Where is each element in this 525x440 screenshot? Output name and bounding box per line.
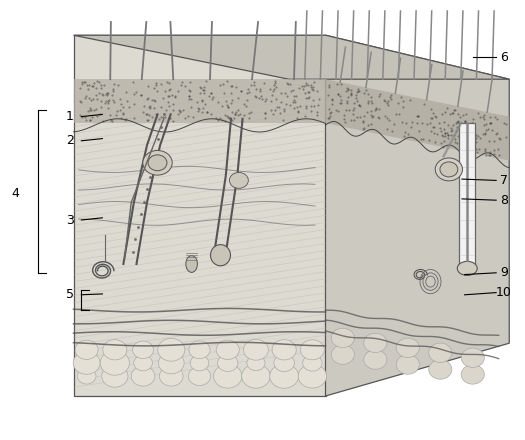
Polygon shape — [74, 35, 509, 79]
Circle shape — [229, 172, 248, 188]
Circle shape — [429, 360, 452, 379]
Polygon shape — [326, 35, 509, 396]
Circle shape — [247, 356, 265, 370]
Circle shape — [461, 348, 485, 367]
Text: 2: 2 — [66, 134, 74, 147]
Circle shape — [148, 155, 167, 171]
Circle shape — [274, 354, 295, 372]
Circle shape — [214, 364, 242, 388]
Circle shape — [396, 338, 419, 357]
Circle shape — [303, 355, 322, 371]
Polygon shape — [326, 79, 509, 161]
Circle shape — [298, 364, 327, 388]
Circle shape — [160, 367, 183, 386]
Circle shape — [100, 351, 130, 375]
Circle shape — [364, 333, 387, 352]
Circle shape — [131, 366, 155, 386]
Text: 10: 10 — [496, 286, 512, 299]
Circle shape — [244, 339, 268, 360]
Circle shape — [364, 350, 387, 369]
Circle shape — [461, 365, 485, 384]
Text: 7: 7 — [500, 174, 508, 187]
Circle shape — [190, 355, 209, 371]
Circle shape — [102, 365, 128, 387]
Text: 4: 4 — [12, 187, 20, 200]
Ellipse shape — [186, 256, 197, 272]
Circle shape — [440, 162, 458, 177]
Text: 6: 6 — [500, 51, 508, 64]
Circle shape — [429, 343, 452, 363]
Text: 1: 1 — [66, 110, 74, 123]
Circle shape — [75, 340, 98, 359]
Polygon shape — [74, 79, 326, 123]
Circle shape — [143, 150, 172, 175]
Polygon shape — [459, 123, 475, 264]
Text: 9: 9 — [500, 266, 508, 279]
Circle shape — [189, 341, 210, 359]
Circle shape — [435, 158, 463, 181]
Circle shape — [396, 355, 419, 374]
Circle shape — [77, 368, 96, 384]
Circle shape — [73, 352, 100, 374]
Circle shape — [217, 355, 238, 371]
Circle shape — [158, 338, 185, 361]
Text: 5: 5 — [66, 288, 74, 301]
Circle shape — [272, 340, 296, 360]
Circle shape — [270, 364, 299, 388]
Text: 3: 3 — [66, 213, 74, 227]
Circle shape — [300, 340, 324, 360]
Ellipse shape — [211, 245, 230, 266]
Circle shape — [216, 340, 239, 359]
Circle shape — [331, 345, 354, 364]
Circle shape — [242, 364, 270, 388]
Circle shape — [331, 328, 354, 348]
Circle shape — [133, 341, 153, 359]
Circle shape — [103, 340, 127, 360]
Circle shape — [188, 367, 211, 385]
Text: 8: 8 — [500, 194, 508, 207]
Circle shape — [134, 355, 152, 371]
Circle shape — [159, 352, 184, 374]
Polygon shape — [74, 35, 326, 396]
Ellipse shape — [457, 261, 477, 275]
